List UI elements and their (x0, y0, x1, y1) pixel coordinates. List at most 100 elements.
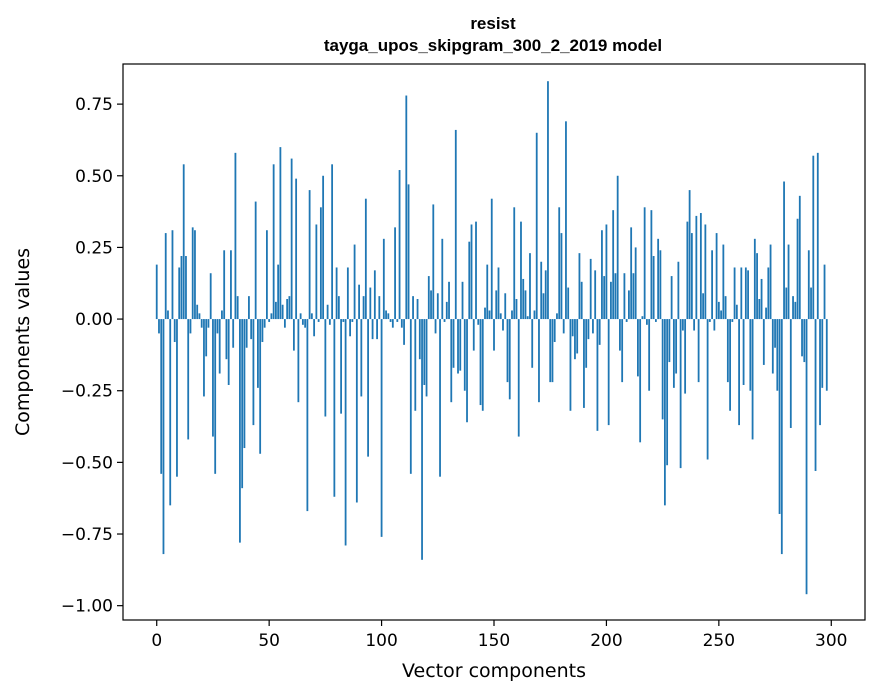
bar-209 (625, 319, 628, 322)
bar-288 (803, 319, 806, 363)
bar-267 (756, 253, 758, 320)
bar-13 (185, 256, 187, 320)
y-tick-label: 0.00 (75, 310, 113, 330)
bar-229 (670, 276, 673, 320)
bar-298 (825, 319, 828, 391)
bar-294 (816, 152, 819, 320)
bar-22 (205, 319, 208, 357)
bar-101 (382, 238, 385, 320)
bar-77 (328, 319, 331, 325)
bar-282 (789, 319, 792, 428)
bar-12 (182, 164, 185, 320)
bar-88 (353, 244, 356, 320)
x-tick-label: 100 (365, 631, 397, 651)
bar-183 (567, 287, 570, 320)
bar-207 (621, 319, 624, 383)
bar-85 (346, 267, 349, 320)
bar-295 (819, 319, 821, 426)
bar-69 (310, 313, 313, 320)
bar-227 (666, 319, 669, 466)
bar-58 (286, 299, 289, 320)
bar-24 (209, 273, 212, 320)
bar-147 (486, 264, 489, 320)
bar-145 (481, 319, 484, 411)
bar-42 (250, 319, 253, 340)
bar-15 (189, 319, 192, 334)
bar-30 (223, 250, 226, 320)
x-tick-label: 200 (590, 631, 622, 651)
bar-177 (553, 319, 556, 342)
bar-193 (589, 258, 592, 320)
bar-188 (578, 253, 581, 320)
bar-234 (681, 319, 684, 331)
bar-106 (394, 227, 396, 320)
bar-163 (522, 278, 525, 320)
bar-150 (493, 319, 495, 351)
chart-subtitle: tayga_upos_skipgram_300_2_2019 model (324, 36, 662, 55)
bar-254 (726, 319, 729, 383)
bar-230 (672, 319, 675, 388)
bar-216 (641, 316, 644, 320)
bar-51 (270, 313, 273, 320)
bar-164 (524, 290, 527, 320)
bar-153 (499, 313, 502, 320)
bar-5 (167, 310, 169, 320)
bar-140 (470, 224, 473, 320)
bar-290 (807, 250, 810, 320)
bar-130 (448, 281, 450, 320)
bar-26 (214, 319, 217, 474)
bar-208 (623, 273, 626, 320)
bar-8 (173, 319, 176, 342)
bar-143 (477, 319, 480, 325)
bar-182 (565, 121, 567, 320)
bar-297 (823, 264, 826, 320)
bar-87 (351, 319, 354, 322)
bar-80 (335, 267, 338, 320)
bar-155 (504, 293, 507, 320)
bar-181 (562, 319, 565, 334)
bar-286 (798, 195, 801, 320)
bar-118 (421, 319, 423, 560)
bar-154 (502, 319, 504, 331)
bar-111 (405, 95, 408, 320)
bar-36 (236, 296, 239, 320)
bar-214 (637, 319, 639, 377)
bar-285 (796, 218, 799, 320)
bar-23 (207, 319, 210, 328)
bar-20 (200, 319, 203, 328)
bar-115 (414, 319, 417, 411)
bar-117 (418, 319, 421, 360)
bar-281 (787, 244, 790, 320)
bar-247 (711, 250, 713, 320)
bar-203 (612, 210, 615, 320)
y-tick-label: 0.50 (75, 167, 113, 187)
bar-201 (607, 319, 610, 426)
bar-257 (733, 267, 736, 320)
bar-219 (648, 319, 651, 391)
bar-6 (169, 319, 172, 506)
bar-170 (538, 319, 540, 403)
bar-138 (466, 319, 468, 423)
bar-46 (259, 319, 262, 454)
bar-99 (378, 296, 381, 320)
bar-162 (520, 221, 522, 320)
bars-layer (155, 81, 828, 595)
bar-103 (387, 313, 390, 320)
y-tick-label: −1.00 (61, 597, 113, 617)
bar-79 (333, 319, 336, 497)
bar-21 (203, 319, 205, 397)
bar-49 (266, 230, 268, 320)
bar-89 (355, 319, 358, 503)
bar-275 (774, 319, 776, 348)
bar-236 (686, 221, 689, 320)
bar-235 (684, 319, 687, 394)
bar-199 (603, 276, 606, 320)
bar-95 (369, 287, 372, 320)
bar-11 (180, 256, 183, 320)
bar-67 (306, 319, 309, 512)
bar-221 (652, 256, 655, 320)
bar-86 (349, 319, 351, 337)
bar-278 (780, 319, 783, 555)
